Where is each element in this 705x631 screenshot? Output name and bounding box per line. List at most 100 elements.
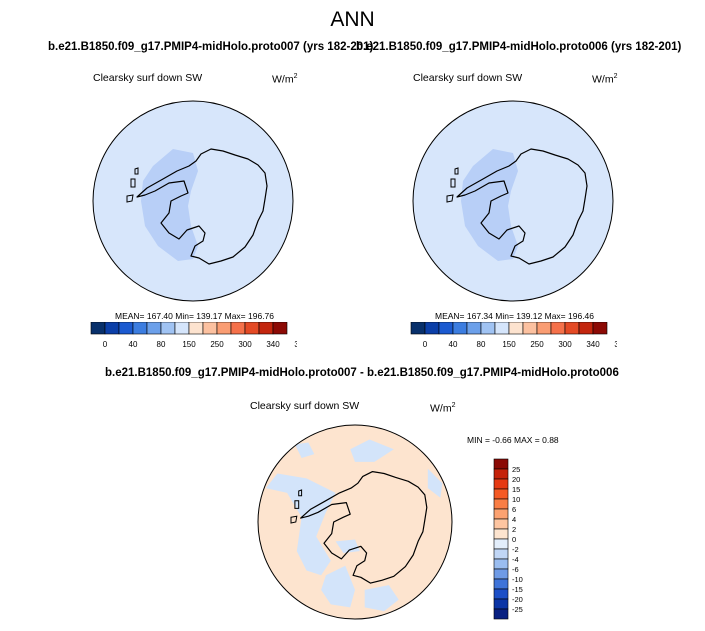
colorbar-tick-label: 4	[512, 515, 516, 524]
colorbar-swatch	[438, 322, 454, 335]
map-boundary	[257, 424, 453, 620]
page-title: ANN	[330, 8, 375, 31]
diff-units: W/m2	[430, 402, 456, 415]
colorbar-swatch	[550, 322, 566, 335]
colorbar-tick-label: 0	[103, 340, 108, 349]
colorbar-swatch	[480, 322, 496, 335]
colorbar-swatch	[493, 518, 509, 530]
colorbar-tick-label: 15	[512, 485, 520, 494]
colorbar-swatch	[493, 598, 509, 610]
negative-anomaly-region	[321, 565, 355, 608]
colorbar-tick-label: 380	[294, 340, 297, 349]
coastline	[136, 148, 268, 265]
colorbar-swatch	[132, 322, 148, 335]
colorbar-swatch	[104, 322, 120, 335]
colorbar-swatch	[536, 322, 552, 335]
colorbar-swatch	[493, 468, 509, 480]
colorbar-swatch	[202, 322, 218, 335]
colorbar-swatch	[424, 322, 440, 335]
colorbar-swatch	[258, 322, 274, 335]
colorbar-tick-label: 300	[238, 340, 252, 349]
colorbar-tick-label: -15	[512, 585, 523, 594]
colorbar-swatch	[493, 458, 509, 470]
colorbar-tick-label: 6	[512, 505, 516, 514]
colorbar-swatch	[272, 322, 288, 335]
colorbar-tick-label: 20	[512, 475, 520, 484]
colorbar-tick-label: -25	[512, 605, 523, 614]
negative-anomaly-region	[335, 539, 360, 553]
negative-anomaly-region	[427, 468, 443, 498]
colorbar-swatch	[564, 322, 580, 335]
colorbar-swatch	[466, 322, 482, 335]
diff-title: b.e21.B1850.f09_g17.PMIP4-midHolo.proto0…	[105, 367, 619, 379]
coastline	[300, 470, 428, 584]
island-outline	[298, 489, 303, 497]
colorbar-swatch	[244, 322, 260, 335]
colorbar-swatch	[160, 322, 176, 335]
colorbar-swatch	[592, 322, 608, 335]
colorbar-tick-label: 0	[512, 535, 516, 544]
panel-2-units: W/m2	[592, 73, 618, 86]
colorbar-swatch	[493, 568, 509, 580]
colorbar-swatch	[174, 322, 190, 335]
map-disk	[93, 101, 293, 301]
negative-anomaly-region	[265, 473, 336, 576]
colorbar-tick-label: 40	[449, 340, 458, 349]
panel-2-title: b.e21.B1850.f09_g17.PMIP4-midHolo.proto0…	[356, 41, 682, 53]
panel-1-units: W/m2	[272, 73, 298, 86]
colorbar-swatch	[493, 498, 509, 510]
colorbar-swatch	[494, 322, 510, 335]
island-outline	[130, 178, 136, 188]
colorbar-swatch	[90, 322, 106, 335]
colorbar-swatch	[493, 588, 509, 600]
colorbar-tick-label: -6	[512, 565, 519, 574]
colorbar-swatch	[578, 322, 594, 335]
panel-1-title: b.e21.B1850.f09_g17.PMIP4-midHolo.proto0…	[48, 41, 374, 53]
colorbar-tick-label: 380	[614, 340, 617, 349]
colorbar-tick-label: 80	[157, 340, 166, 349]
colorbar-swatch	[493, 608, 509, 620]
colorbar-swatch	[188, 322, 204, 335]
colorbar-swatch	[493, 508, 509, 520]
panel-1-variable-label: Clearsky surf down SW	[93, 72, 203, 84]
colorbar-swatch	[493, 528, 509, 540]
island-outline	[134, 167, 139, 175]
island-outline	[454, 167, 459, 175]
colorbar-tick-label: -2	[512, 545, 519, 554]
island-outline	[446, 194, 454, 203]
diff-map	[257, 424, 453, 620]
colorbar-swatch	[493, 578, 509, 590]
colorbar-tick-label: 2	[512, 525, 516, 534]
diff-stats: MIN = -0.66 MAX = 0.88	[467, 435, 559, 445]
colorbar-tick-label: 150	[502, 340, 516, 349]
panel-2-variable-label: Clearsky surf down SW	[413, 72, 523, 84]
colorbar-swatch	[522, 322, 538, 335]
island-outline	[450, 178, 456, 188]
colorbar-swatch	[493, 548, 509, 560]
negative-anomaly-region	[364, 585, 399, 612]
panel-1-colorbar: 0 40 80 150 250 300 340 380	[90, 322, 297, 349]
diff-variable-label: Clearsky surf down SW	[250, 400, 360, 412]
panel-1-map	[92, 100, 294, 302]
colorbar-tick-label: 40	[129, 340, 138, 349]
island-outline	[294, 500, 300, 509]
colorbar-swatch	[493, 488, 509, 500]
colorbar-swatch	[230, 322, 246, 335]
colorbar-tick-label: 340	[586, 340, 600, 349]
colorbar-tick-label: 250	[530, 340, 544, 349]
colorbar-swatch	[146, 322, 162, 335]
colorbar-swatch	[216, 322, 232, 335]
panel-2-colorbar: 0 40 80 150 250 300 340 380	[410, 322, 617, 349]
negative-anomaly-region	[294, 442, 315, 458]
colorbar-swatch	[508, 322, 524, 335]
coastline	[456, 148, 588, 265]
colorbar-tick-label: 300	[558, 340, 572, 349]
island-outline	[290, 515, 298, 524]
colorbar-swatch	[493, 558, 509, 570]
colorbar-tick-label: 10	[512, 495, 520, 504]
colorbar-tick-label: 80	[477, 340, 486, 349]
island-outline	[126, 194, 134, 203]
panel-1-stats: MEAN= 167.40 Min= 139.17 Max= 196.76	[115, 311, 275, 321]
colorbar-tick-label: 340	[266, 340, 280, 349]
colorbar-tick-label: 25	[512, 465, 520, 474]
